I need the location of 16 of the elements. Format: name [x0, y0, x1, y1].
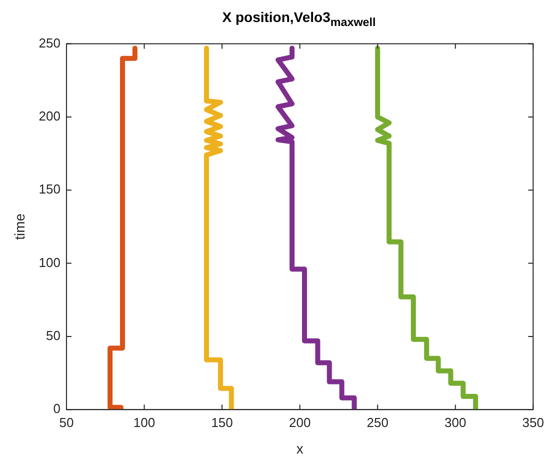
x-tick-label: 150: [211, 414, 233, 430]
y-tick-label: 50: [46, 328, 60, 344]
chart-title: X position,Velo3$_{maxwell}$: [221, 8, 377, 30]
y-tick-label: 0: [53, 401, 60, 416]
y-tick-label: 200: [38, 108, 60, 124]
x-tick-label: 50: [59, 414, 74, 430]
x-axis-title: x: [296, 440, 304, 456]
x-tick-label: 100: [133, 414, 156, 430]
y-axis-title: time: [11, 213, 28, 240]
x-tick-label: 200: [288, 414, 311, 430]
x-tick-label: 250: [366, 414, 388, 430]
y-tick-label: 150: [38, 182, 60, 197]
y-tick-label: 250: [38, 35, 60, 50]
x-tick-label: 300: [444, 414, 466, 430]
x-tick-label: 350: [522, 414, 544, 430]
y-tick-label: 100: [38, 254, 60, 270]
